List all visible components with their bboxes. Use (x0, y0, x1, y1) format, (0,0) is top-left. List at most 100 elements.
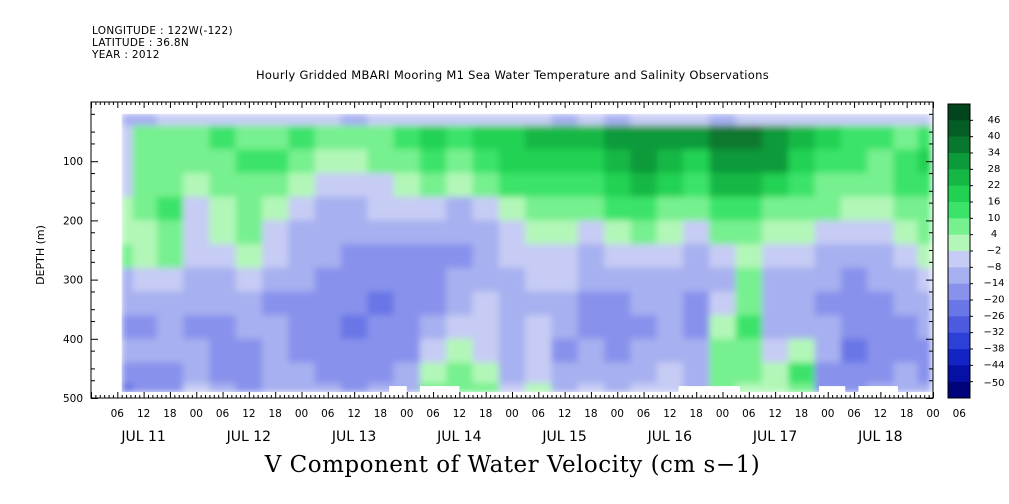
heatmap-cell (840, 113, 868, 127)
heatmap-cell (630, 244, 658, 269)
x-tick-label: 12 (874, 408, 887, 420)
heatmap-cell (867, 173, 895, 198)
heatmap-cell (735, 315, 763, 340)
heatmap-cell (446, 315, 474, 340)
heatmap-cell (840, 315, 868, 340)
heatmap-cell (472, 220, 500, 245)
x-tick-label: 00 (821, 408, 834, 420)
heatmap-cell (551, 149, 579, 174)
heatmap-cell (367, 291, 395, 316)
heatmap-cell (183, 315, 211, 340)
heatmap-cell (604, 113, 632, 127)
heatmap-cell (156, 125, 184, 150)
colorbar-swatch (948, 153, 970, 170)
heatmap-cell (367, 196, 395, 221)
heatmap-cell (525, 113, 553, 127)
heatmap-cell (340, 173, 368, 198)
heatmap-cell (235, 149, 263, 174)
heatmap-cell (840, 362, 868, 384)
x-day-label: JUL 11 (120, 429, 165, 445)
heatmap-cell (393, 173, 421, 198)
heatmap-cell (209, 113, 237, 127)
heatmap-cell (262, 291, 289, 316)
heatmap-cell (446, 291, 474, 316)
heatmap-cell (709, 291, 737, 316)
heatmap-cell (917, 113, 932, 127)
heatmap-cell (735, 383, 763, 393)
heatmap-cell (577, 267, 605, 293)
heatmap-cell (840, 267, 868, 293)
heatmap-cell (867, 338, 895, 364)
x-tick-label: 18 (690, 408, 703, 420)
heatmap-cell (235, 291, 263, 316)
heatmap-cell (893, 383, 919, 393)
heatmap-cell (630, 220, 658, 245)
heatmap-cell (209, 267, 237, 293)
heatmap-field (91, 102, 933, 398)
heatmap-cell (132, 113, 158, 127)
x-tick-label: 06 (532, 408, 546, 420)
colorbar: 46 40 34 28 22 16 10 4 −2 −8 −14 −20 −26 −32 −38 −44 −50 (947, 103, 1005, 399)
no-data-gap (818, 386, 846, 393)
heatmap-cell (683, 291, 710, 316)
heatmap-cell (498, 291, 526, 316)
heatmap-cell (235, 196, 263, 221)
heatmap-cell (761, 196, 789, 221)
heatmap-cell (551, 362, 579, 384)
colorbar-label: 22 (988, 180, 1001, 191)
heatmap-cell (683, 125, 710, 150)
heatmap-cell (235, 362, 263, 384)
heatmap-cell (446, 149, 474, 174)
heatmap-cell (735, 173, 763, 198)
colorbar-swatch (948, 316, 970, 333)
heatmap-cell (419, 267, 447, 293)
heatmap-cell (132, 291, 158, 316)
heatmap-cell (630, 362, 658, 384)
heatmap-cell (630, 196, 658, 221)
heatmap-cell (367, 173, 395, 198)
heatmap-cell (393, 196, 421, 221)
heatmap-cell (288, 383, 316, 393)
plot-axes: 06 12 18 00 06 12 18 00 06 12 18 00 06 12 18 00 06 12 18 00… (63, 101, 966, 445)
heatmap-cell (709, 113, 737, 127)
heatmap-cell (551, 315, 579, 340)
heatmap-cell (209, 173, 237, 198)
heatmap-cell (630, 149, 658, 174)
x-tick-label: 12 (347, 408, 360, 420)
heatmap-cell (840, 244, 868, 269)
heatmap-cell (498, 196, 526, 221)
colorbar-label: −50 (983, 378, 1004, 389)
heatmap-cell (472, 267, 500, 293)
heatmap-cell (525, 383, 553, 393)
heatmap-cell (709, 338, 737, 364)
heatmap-cell (235, 173, 263, 198)
heatmap-cell (917, 267, 932, 293)
heatmap-cell (814, 220, 842, 245)
heatmap-cell (235, 220, 263, 245)
heatmap-cell (121, 267, 134, 293)
heatmap-cell (840, 291, 868, 316)
heatmap-cell (551, 291, 579, 316)
heatmap-cell (121, 291, 134, 316)
heatmap-cell (340, 149, 368, 174)
heatmap-cell (867, 315, 895, 340)
heatmap-cell (262, 362, 289, 384)
latitude-label: LATITUDE : 36.8N (92, 37, 190, 49)
heatmap-cell (419, 244, 447, 269)
colorbar-swatch (948, 365, 970, 382)
heatmap-cell (235, 244, 263, 269)
heatmap-cell (840, 338, 868, 364)
heatmap-cell (630, 291, 658, 316)
heatmap-cell (121, 315, 134, 340)
heatmap-cell (656, 267, 684, 293)
heatmap-cell (314, 383, 342, 393)
heatmap-cell (498, 267, 526, 293)
heatmap-cell (551, 196, 579, 221)
heatmap-cell (551, 113, 579, 127)
heatmap-cell (367, 362, 395, 384)
heatmap-cell (551, 173, 579, 198)
heatmap-cell (314, 220, 342, 245)
heatmap-cell (656, 362, 684, 384)
heatmap-cell (577, 291, 605, 316)
heatmap-cell (867, 196, 895, 221)
